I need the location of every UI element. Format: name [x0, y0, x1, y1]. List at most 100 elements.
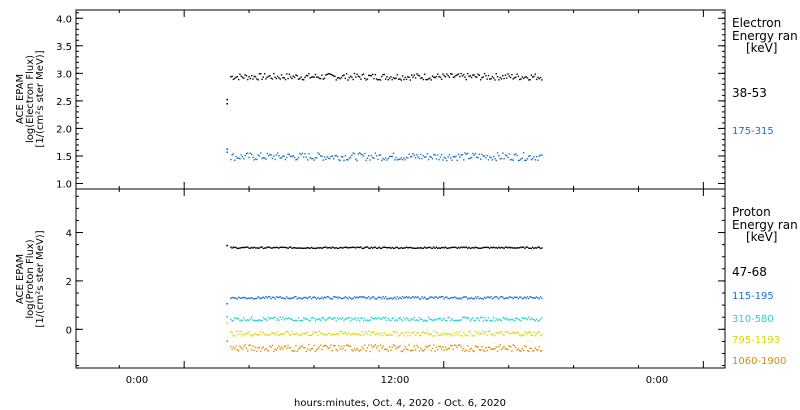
data-point	[289, 346, 292, 349]
data-point	[226, 98, 229, 101]
data-point	[492, 77, 495, 79]
data-point	[452, 246, 455, 249]
data-point	[310, 246, 313, 249]
data-point	[270, 346, 272, 349]
data-point	[517, 247, 520, 249]
data-point	[405, 331, 408, 333]
data-point	[273, 332, 275, 335]
data-point	[326, 247, 328, 249]
data-point	[400, 297, 402, 300]
data-point	[499, 247, 501, 249]
data-point	[464, 152, 466, 154]
data-point	[521, 347, 523, 350]
data-point	[297, 247, 300, 249]
data-point	[413, 345, 416, 347]
data-point	[349, 156, 352, 158]
data-point	[425, 156, 427, 158]
data-point	[472, 74, 474, 76]
data-point	[443, 317, 445, 319]
data-point	[537, 331, 539, 333]
data-point	[448, 76, 451, 78]
data-point	[262, 157, 265, 159]
data-point	[414, 247, 417, 250]
data-point	[278, 77, 280, 79]
data-point	[362, 334, 365, 337]
data-point	[384, 296, 387, 298]
data-point	[282, 333, 284, 335]
data-point	[348, 246, 350, 249]
data-point	[487, 246, 490, 249]
data-point	[231, 75, 233, 78]
data-point	[364, 317, 366, 320]
data-point	[410, 350, 413, 352]
data-point	[267, 75, 270, 78]
data-point	[407, 76, 409, 78]
data-point	[431, 335, 434, 337]
data-point	[334, 75, 336, 78]
data-point	[443, 332, 445, 334]
data-point	[532, 297, 534, 299]
data-point	[266, 76, 268, 79]
data-point	[267, 246, 270, 248]
data-point	[381, 318, 383, 320]
data-point	[446, 320, 448, 322]
data-point	[289, 318, 292, 320]
data-point	[231, 348, 233, 350]
data-point	[505, 348, 508, 350]
data-point	[524, 317, 526, 320]
data-point	[260, 72, 262, 75]
data-point	[534, 73, 537, 75]
data-point	[353, 296, 356, 298]
data-point	[401, 295, 404, 298]
data-point	[362, 247, 365, 250]
data-point	[407, 157, 409, 159]
data-point	[430, 333, 432, 335]
data-point	[261, 319, 263, 322]
data-point	[291, 297, 293, 299]
data-point	[532, 350, 534, 353]
data-point	[243, 317, 245, 319]
data-point	[371, 346, 374, 348]
data-point	[443, 349, 445, 351]
data-point	[403, 317, 405, 319]
data-point	[260, 350, 262, 352]
data-point	[477, 156, 479, 159]
legend-entry: 1060-1900	[732, 356, 787, 367]
data-point	[517, 159, 520, 162]
data-point	[451, 318, 453, 320]
data-point	[286, 73, 288, 75]
data-point	[282, 77, 284, 79]
data-point	[434, 247, 436, 250]
data-point	[382, 296, 384, 298]
data-point	[397, 247, 400, 250]
data-point	[504, 246, 507, 249]
data-point	[232, 334, 235, 337]
data-point	[352, 350, 354, 352]
data-point	[373, 296, 375, 299]
data-point	[364, 246, 366, 249]
data-point	[351, 246, 353, 249]
series-175-315	[226, 148, 543, 162]
data-point	[427, 316, 430, 318]
data-point	[331, 298, 334, 300]
data-point	[261, 347, 263, 349]
data-point	[440, 153, 443, 156]
data-point	[381, 75, 383, 78]
data-point	[348, 316, 350, 319]
data-point	[314, 157, 317, 159]
data-point	[309, 334, 311, 336]
data-point	[460, 319, 462, 321]
data-point	[330, 247, 332, 249]
data-point	[356, 347, 358, 350]
data-point	[384, 246, 387, 249]
data-point	[296, 247, 298, 249]
data-point	[306, 247, 309, 249]
data-point	[286, 347, 288, 349]
data-point	[446, 73, 448, 75]
data-point	[440, 296, 443, 298]
data-point	[539, 318, 542, 321]
data-point	[280, 157, 283, 159]
data-point	[502, 316, 504, 319]
data-point	[437, 297, 439, 300]
data-point	[494, 347, 496, 350]
